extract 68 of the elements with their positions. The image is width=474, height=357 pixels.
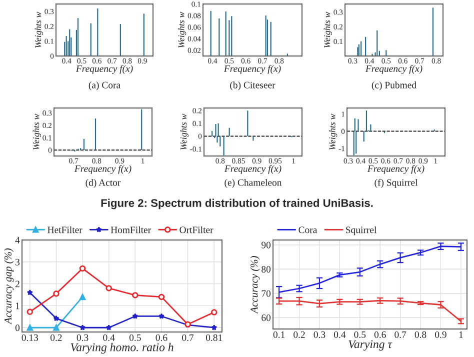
y-tick-label: 2 — [15, 280, 20, 288]
x-axis-title: Frequency f(x) — [74, 165, 132, 174]
x-tick-label: 0.6 — [156, 334, 168, 341]
point — [53, 324, 60, 331]
y-axis-title: Accuracy (%) — [250, 256, 260, 314]
y-axis-title: Weights w — [32, 114, 41, 150]
point — [53, 290, 60, 297]
point — [132, 292, 138, 298]
x-tick-label: 0.2 — [294, 331, 305, 338]
x-tick-label: 0.5 — [129, 334, 141, 341]
x-tick-label: 1 — [459, 331, 463, 338]
x-tick-label: 0.4 — [103, 334, 115, 341]
line-series — [278, 246, 462, 293]
y-tick-label: 60 — [262, 314, 271, 322]
legend-label: Cora — [298, 226, 318, 234]
x-tick-label: 0.3 — [314, 331, 326, 338]
x-axis-title: Frequency f(x) — [76, 65, 133, 74]
x-axis-title: Frequency f(x) — [367, 165, 424, 174]
x-axis-title: Frequency f(x) — [224, 165, 282, 174]
point — [158, 294, 165, 300]
point — [79, 265, 86, 272]
y-tick-label: 3 — [16, 258, 20, 266]
text: (e) Chameleon — [224, 179, 282, 188]
y-axis-title: Weights w — [180, 114, 188, 150]
legend-label: HomFilter — [110, 226, 151, 234]
y-tick-label: 0 — [15, 324, 20, 332]
legend-label: Squirrel — [346, 226, 376, 236]
y-tick-label: 80 — [262, 266, 271, 273]
point — [106, 285, 112, 292]
x-tick-label: 0.13 — [22, 334, 38, 341]
x-axis-title: Frequency f(x) — [224, 65, 281, 74]
point — [132, 313, 138, 319]
x-tick-label: 0.9 — [435, 331, 446, 338]
x-tick-label: 0.5 — [354, 331, 366, 338]
x-axis-title: Varying τ — [348, 340, 392, 351]
text: (d) Actor — [86, 179, 121, 188]
point — [79, 294, 86, 300]
x-tick-label: 0.81 — [206, 334, 222, 341]
x-tick-label: 0.3 — [76, 334, 88, 341]
point — [26, 308, 34, 315]
point — [26, 289, 33, 296]
text: (c) Pubmed — [372, 81, 416, 90]
caption: Figure 2: Spectrum distribution of trained UniBasis. — [101, 198, 373, 210]
point — [53, 315, 60, 322]
y-axis-title: Accuracy gap (%) — [4, 248, 14, 324]
text: (a) Cora — [88, 81, 120, 90]
y-tick-label: 4 — [15, 236, 20, 244]
x-tick-label: 0.6 — [374, 331, 386, 338]
text: (f) Squirrel — [374, 178, 418, 188]
legend-label: OrtFilter — [180, 226, 214, 234]
y-tick-label: 70 — [262, 290, 271, 297]
legend-label: HetFilter — [48, 226, 82, 234]
x-tick-label: 0.1 — [273, 331, 285, 338]
y-axis-title: Weights w — [328, 114, 338, 150]
y-tick-label: 1 — [16, 302, 20, 310]
point — [26, 324, 34, 331]
x-axis-title: Frequency f(x) — [365, 65, 422, 74]
y-axis-title: Weights w — [324, 12, 332, 48]
y-axis-title: Weights w — [34, 12, 43, 48]
y-axis-title: Weights w — [178, 12, 186, 48]
x-tick-label: 0.4 — [334, 331, 346, 338]
text: (b) Citeseer — [230, 81, 276, 90]
x-tick-label: 0.7 — [394, 331, 406, 338]
y-tick-label: 90 — [262, 242, 271, 248]
point — [210, 309, 218, 316]
x-tick-label: 0.7 — [182, 334, 194, 341]
x-tick-label: 0.8 — [414, 331, 426, 338]
x-axis-title: Varying homo. ratio h — [70, 342, 174, 354]
